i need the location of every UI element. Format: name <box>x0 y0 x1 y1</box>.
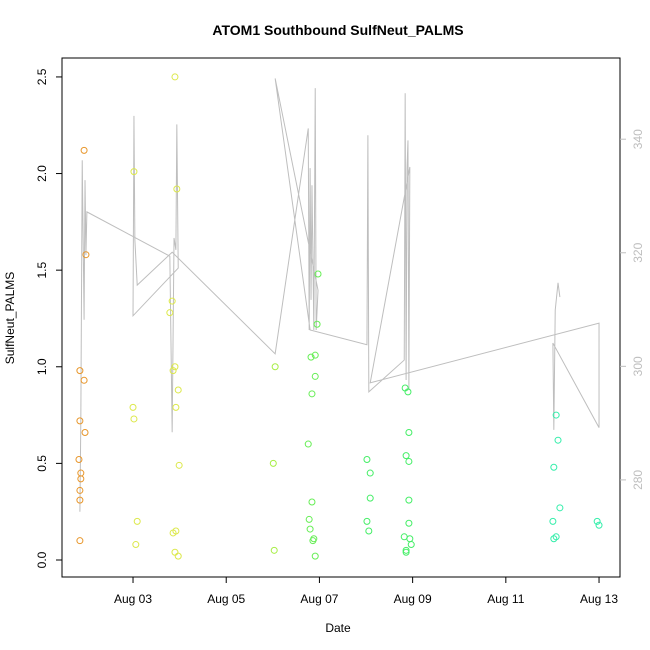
y-tick-label: 0.0 <box>35 551 49 568</box>
point <box>80 146 88 154</box>
point <box>130 168 138 176</box>
point <box>76 537 84 545</box>
point <box>133 517 141 525</box>
x-tick-label: Aug 05 <box>207 592 245 606</box>
plot-box <box>61 57 621 578</box>
point <box>171 548 179 556</box>
point <box>311 351 319 359</box>
point <box>405 457 413 465</box>
point <box>593 517 601 525</box>
point <box>550 535 558 543</box>
point <box>166 309 174 317</box>
y-tick-label: 0.5 <box>35 455 49 472</box>
x-tick-label: Aug 09 <box>394 592 432 606</box>
x-tick-label: Aug 03 <box>114 592 152 606</box>
point <box>556 504 564 512</box>
point <box>402 546 410 554</box>
y-tick-label: 2.0 <box>35 165 49 182</box>
point <box>172 403 180 411</box>
point <box>310 535 318 543</box>
point <box>314 270 322 278</box>
point <box>80 376 88 384</box>
point <box>173 185 181 193</box>
x-tick-label: Aug 11 <box>487 592 524 606</box>
line <box>79 78 600 512</box>
point <box>365 527 373 535</box>
point <box>81 428 89 436</box>
point <box>407 541 415 549</box>
y2-tick-label: 300 <box>631 356 645 376</box>
point <box>169 367 177 375</box>
point <box>363 517 371 525</box>
point <box>82 251 90 259</box>
point <box>308 390 316 398</box>
y2-tick-label: 320 <box>631 242 645 262</box>
y-tick-label: 1.5 <box>35 261 49 278</box>
y-tick-label: 1.0 <box>35 358 49 375</box>
point <box>271 363 279 371</box>
point <box>402 548 410 556</box>
y-tick-label: 2.5 <box>35 68 49 85</box>
point <box>366 469 374 477</box>
point <box>306 525 314 533</box>
point <box>174 386 182 394</box>
point <box>404 388 412 396</box>
x-tick-label: Aug 13 <box>580 592 618 606</box>
point <box>554 436 562 444</box>
point <box>363 456 371 464</box>
point <box>77 475 85 483</box>
point <box>550 463 558 471</box>
point <box>171 363 179 371</box>
point <box>76 367 84 375</box>
point <box>305 515 313 523</box>
point <box>172 527 180 535</box>
point <box>130 415 138 423</box>
point <box>168 297 176 305</box>
point <box>307 353 315 361</box>
point <box>406 535 414 543</box>
point <box>405 519 413 527</box>
point <box>75 456 83 464</box>
y2-tick-label: 280 <box>631 470 645 490</box>
point <box>311 552 319 560</box>
point <box>313 320 321 328</box>
point <box>76 417 84 425</box>
point <box>175 461 183 469</box>
point <box>76 496 84 504</box>
y2-tick-label: 340 <box>631 129 645 149</box>
point <box>270 546 278 554</box>
point <box>304 440 312 448</box>
point <box>366 494 374 502</box>
point <box>595 521 603 529</box>
point <box>171 73 179 81</box>
point <box>549 517 557 525</box>
point <box>552 533 560 541</box>
point <box>308 498 316 506</box>
chart-title: ATOM1 Southbound SulfNeut_PALMS <box>212 22 463 38</box>
x-tick-label: Aug 07 <box>300 592 338 606</box>
point <box>405 496 413 504</box>
point <box>311 372 319 380</box>
point <box>402 452 410 460</box>
point <box>174 552 182 560</box>
point <box>269 459 277 467</box>
point <box>129 403 137 411</box>
point <box>552 411 560 419</box>
x-axis-title: Date <box>325 621 351 635</box>
point <box>405 428 413 436</box>
point <box>77 469 85 477</box>
point <box>76 486 84 494</box>
y-axis-title: SulfNeut_PALMS <box>3 272 17 365</box>
point <box>132 541 140 549</box>
